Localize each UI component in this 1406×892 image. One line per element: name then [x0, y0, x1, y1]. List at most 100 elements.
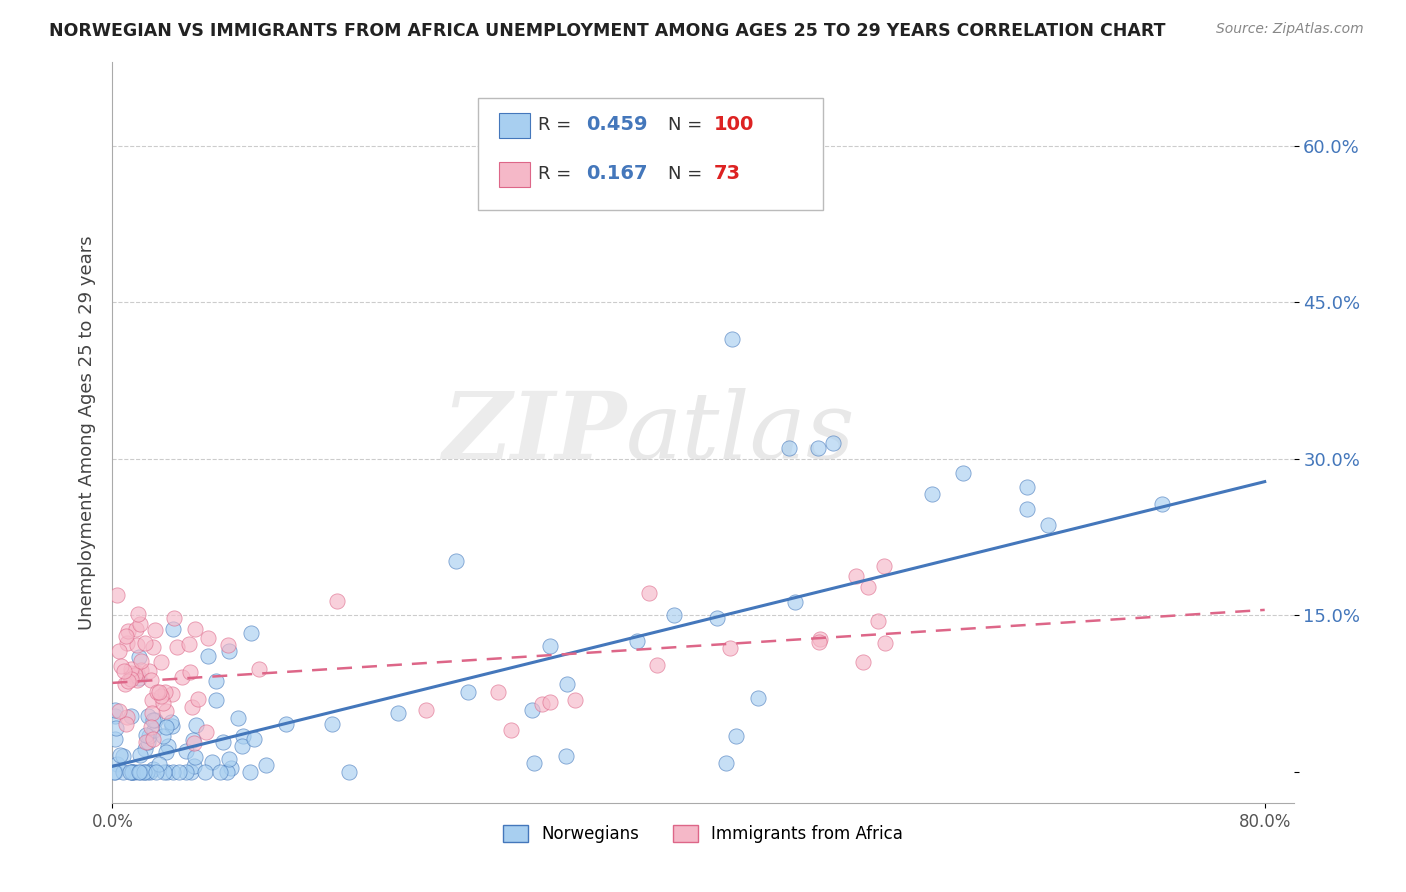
Point: [117, 674, 139, 689]
Point: [254, 758, 277, 772]
Point: [1038, 517, 1060, 532]
Point: [387, 706, 409, 720]
Point: [626, 634, 648, 648]
Point: [129, 663, 152, 677]
Point: [143, 723, 166, 737]
Point: [194, 764, 217, 779]
Point: [136, 709, 159, 723]
Point: [135, 734, 157, 748]
Point: [184, 717, 207, 731]
Point: [706, 611, 728, 625]
Point: [555, 676, 578, 690]
Point: [194, 724, 217, 739]
Point: [226, 711, 249, 725]
Point: [1015, 502, 1038, 516]
Point: [148, 756, 170, 771]
Point: [337, 764, 360, 779]
Point: [187, 692, 209, 706]
Point: [129, 617, 152, 632]
Point: [807, 635, 830, 649]
Point: [105, 757, 128, 772]
Point: [121, 764, 143, 779]
Point: [184, 750, 207, 764]
Point: [111, 748, 134, 763]
Text: 0.167: 0.167: [586, 164, 648, 184]
Point: [183, 759, 205, 773]
Point: [149, 689, 172, 703]
Point: [115, 710, 138, 724]
Point: [139, 673, 162, 688]
Point: [115, 636, 138, 650]
Point: [156, 764, 179, 779]
Point: [129, 748, 152, 763]
Point: [125, 638, 148, 652]
Point: [808, 632, 831, 646]
Point: [152, 696, 174, 710]
Point: [134, 635, 156, 649]
Point: [121, 764, 143, 779]
Point: [136, 735, 159, 749]
Point: [104, 732, 127, 747]
Y-axis label: Unemployment Among Ages 25 to 29 years: Unemployment Among Ages 25 to 29 years: [77, 235, 96, 630]
Point: [1152, 497, 1174, 511]
Point: [155, 704, 177, 718]
Point: [778, 442, 800, 456]
Point: [718, 641, 741, 656]
Point: [112, 664, 135, 678]
Text: R =: R =: [538, 116, 572, 134]
Point: [138, 664, 160, 678]
Text: ZIP: ZIP: [441, 388, 626, 477]
Point: [209, 764, 232, 779]
Point: [111, 764, 134, 779]
Point: [145, 713, 167, 727]
Point: [105, 721, 128, 735]
Point: [162, 622, 184, 636]
Point: [142, 713, 165, 727]
Point: [108, 643, 131, 657]
Point: [174, 764, 197, 779]
Point: [104, 703, 127, 717]
Point: [148, 684, 170, 698]
Point: [142, 732, 165, 747]
Point: [125, 622, 148, 636]
Point: [132, 764, 155, 779]
Point: [852, 655, 875, 669]
Point: [162, 718, 184, 732]
Point: [153, 685, 176, 699]
Point: [103, 764, 125, 779]
Point: [807, 442, 830, 456]
Point: [457, 685, 479, 699]
Text: atlas: atlas: [626, 388, 856, 477]
Point: [135, 728, 157, 742]
Point: [197, 648, 219, 663]
Point: [184, 622, 207, 636]
Text: N =: N =: [668, 116, 702, 134]
Text: R =: R =: [538, 165, 572, 183]
Point: [181, 733, 204, 747]
Point: [141, 720, 163, 734]
Point: [118, 764, 141, 779]
Point: [554, 748, 576, 763]
Point: [243, 731, 266, 746]
Point: [110, 659, 132, 673]
Point: [1015, 479, 1038, 493]
Point: [115, 629, 138, 643]
Point: [142, 640, 165, 655]
Point: [145, 764, 167, 779]
Point: [125, 673, 148, 688]
Text: 100: 100: [714, 115, 755, 135]
Point: [486, 685, 509, 699]
Point: [218, 751, 240, 765]
Point: [720, 332, 742, 346]
Point: [129, 654, 152, 668]
Point: [108, 747, 131, 762]
Point: [152, 764, 174, 779]
Point: [783, 595, 806, 609]
Point: [501, 723, 523, 738]
Point: [125, 665, 148, 680]
Point: [134, 741, 156, 756]
Point: [128, 650, 150, 665]
Point: [146, 685, 169, 699]
Point: [183, 736, 205, 750]
Point: [120, 672, 142, 686]
